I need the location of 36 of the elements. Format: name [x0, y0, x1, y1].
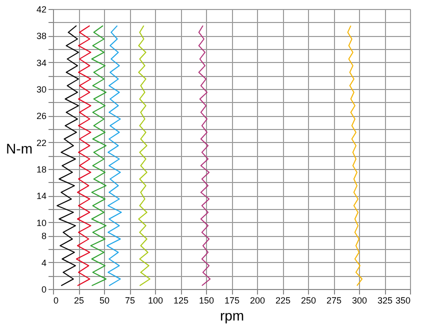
x-tick-label: 200 — [250, 296, 266, 306]
line-series — [198, 25, 211, 286]
line-series — [106, 25, 122, 286]
y-tick-label: 18 — [36, 164, 46, 174]
x-tick-label: 100 — [148, 296, 164, 306]
x-tick-label: 125 — [173, 296, 189, 306]
x-tick-label: 325 — [377, 296, 393, 306]
line-series — [76, 25, 92, 286]
y-tick-label: 30 — [36, 84, 46, 94]
y-tick-label: 26 — [36, 111, 46, 122]
y-tick-label: 4 — [41, 258, 46, 268]
x-tick-label: 350 — [395, 296, 410, 306]
x-tick-label: 25 — [74, 296, 84, 306]
y-tick-label: 8 — [41, 231, 46, 242]
x-tick-label: 150 — [198, 296, 214, 306]
x-tick-label: 75 — [124, 296, 136, 306]
line-series — [347, 25, 363, 286]
x-tick-label: 50 — [99, 296, 110, 306]
line-series — [138, 25, 150, 286]
y-tick-label: 38 — [36, 31, 46, 42]
x-tick-label: 0 — [54, 296, 59, 306]
x-axis-title: rpm — [220, 308, 244, 324]
y-axis-title: N-m — [6, 140, 32, 156]
y-tick-label: 34 — [36, 58, 46, 68]
y-tick-label: 42 — [36, 4, 46, 14]
y-tick-label: 22 — [36, 138, 46, 148]
y-tick-label: 0 — [41, 284, 46, 294]
y-tick-label: 10 — [36, 218, 46, 228]
x-tick-label: 225 — [275, 296, 291, 306]
line-series — [56, 25, 79, 286]
y-tick-label: 14 — [36, 191, 46, 202]
x-tick-label: 300 — [352, 296, 368, 306]
x-tick-label: 175 — [224, 296, 240, 306]
x-tick-label: 275 — [326, 296, 342, 306]
line-series — [90, 25, 107, 286]
x-tick-label: 250 — [300, 296, 316, 306]
